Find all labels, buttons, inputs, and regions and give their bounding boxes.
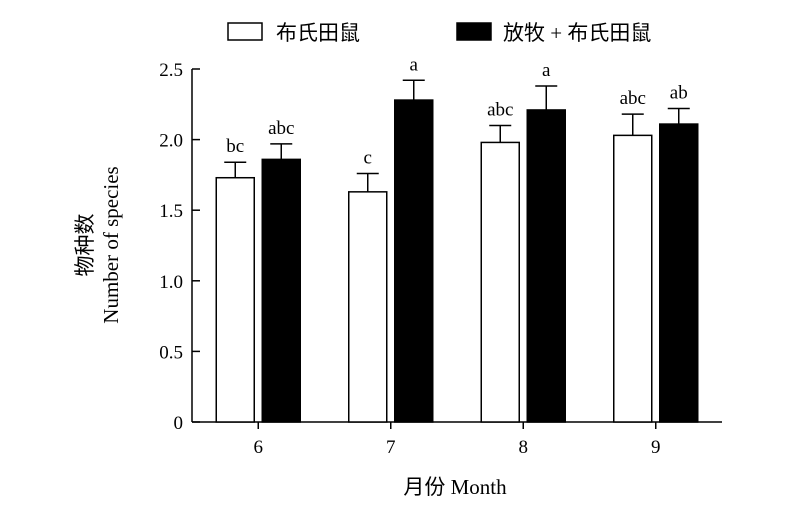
data-label: bc (226, 136, 244, 157)
x-axis-label: 月份 Month (403, 475, 507, 499)
y-tick-label: 0 (174, 413, 184, 434)
data-label: a (542, 60, 551, 81)
bar (394, 99, 434, 423)
y-tick-label: 0.5 (159, 342, 183, 363)
data-label: c (364, 147, 372, 168)
data-label: abc (620, 88, 646, 109)
bar (215, 176, 255, 423)
legend-label-series-1: 布氏田鼠 (276, 21, 360, 45)
bar (526, 109, 566, 423)
legend-swatch-series-2 (456, 22, 492, 41)
y-tick-label: 1.5 (159, 201, 183, 222)
y-axis-label: 物种数 Number of species (73, 166, 123, 323)
data-label: a (410, 54, 419, 75)
y-tick-label: 1.0 (159, 272, 183, 293)
bar (659, 123, 699, 423)
x-tick-label: 9 (651, 437, 661, 458)
x-tick-label: 7 (386, 437, 396, 458)
data-label: ab (670, 83, 688, 104)
y-axis-label-line-2: Number of species (99, 166, 123, 323)
y-tick-label: 2.0 (159, 131, 183, 152)
data-label: abc (487, 99, 513, 120)
legend-swatch-series-1 (227, 22, 263, 41)
x-tick-label: 8 (519, 437, 529, 458)
bar (613, 134, 653, 423)
plot-area: 0 0.5 1.0 1.5 2.0 2.5 6 bc abc 7 c a 8 abc a 9 abc ab (159, 54, 722, 458)
bar (348, 191, 388, 423)
data-label: abc (268, 118, 294, 139)
x-tick-label: 6 (254, 437, 264, 458)
legend-label-series-2: 放牧 + 布氏田鼠 (503, 21, 651, 45)
legend: 布氏田鼠 放牧 + 布氏田鼠 (227, 21, 651, 45)
bar (261, 158, 301, 423)
bar (480, 141, 520, 423)
y-tick-label: 2.5 (159, 60, 183, 81)
y-axis-label-line-1: 物种数 (73, 214, 97, 277)
